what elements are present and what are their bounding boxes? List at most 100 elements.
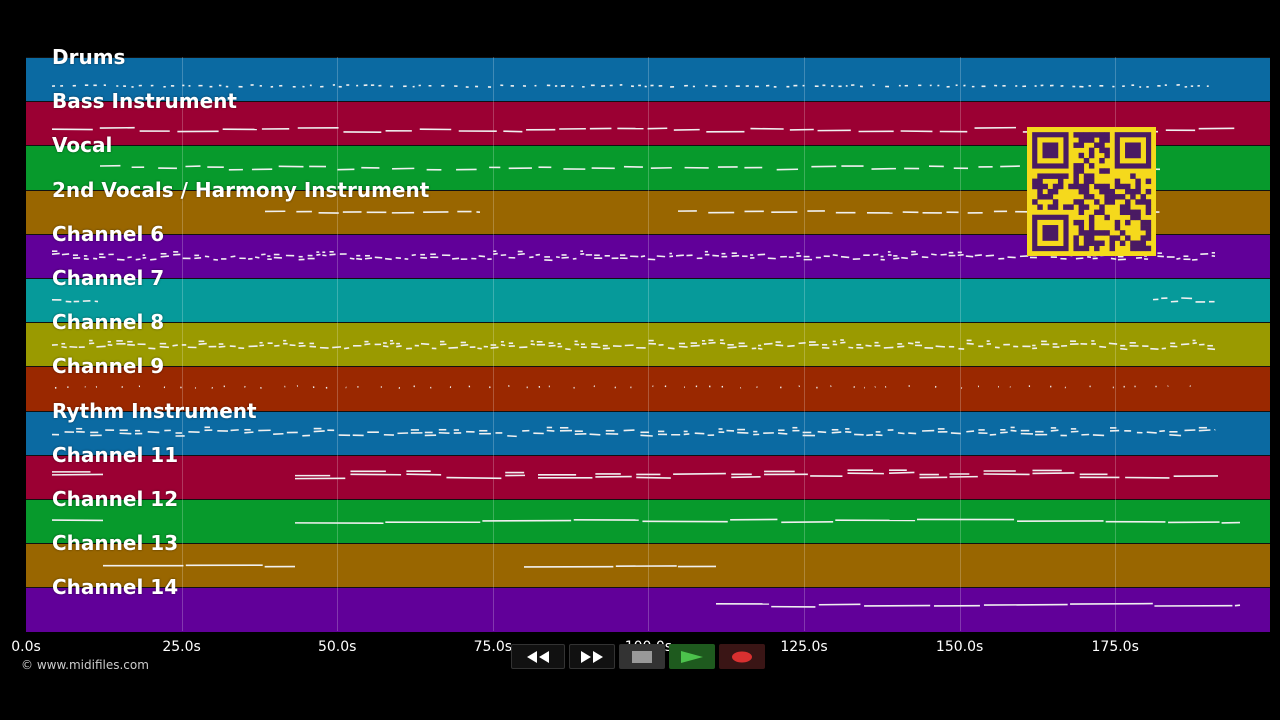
track-label: Channel 13	[52, 531, 179, 555]
note-segment	[61, 253, 70, 256]
note-segment	[935, 345, 946, 348]
note-segment	[51, 252, 60, 255]
note-segment	[1198, 429, 1211, 432]
note-segment	[389, 342, 395, 345]
time-tick-label: 0.0s	[11, 639, 41, 655]
track-lane	[26, 587, 1270, 632]
track-label: Channel 7	[52, 266, 165, 290]
rewind-icon	[527, 650, 549, 663]
record-button[interactable]	[719, 644, 765, 669]
note-segment	[897, 432, 905, 435]
note-segment	[778, 432, 788, 435]
note-segment	[1207, 347, 1216, 351]
note-segment	[848, 346, 854, 349]
track-label: Channel 8	[52, 310, 165, 334]
note-segment	[147, 431, 160, 434]
note-segment	[159, 345, 169, 349]
note-segment	[817, 430, 827, 434]
track-label: Rythm Instrument	[52, 399, 257, 423]
note-segment	[230, 255, 236, 258]
track-label: Channel 11	[52, 443, 179, 467]
note-segment	[507, 435, 517, 438]
rewind-button[interactable]	[511, 644, 565, 669]
play-icon	[681, 650, 703, 663]
note-segment	[316, 253, 321, 256]
note-segment	[374, 256, 383, 259]
play-button[interactable]	[669, 644, 715, 669]
grid-line	[337, 57, 339, 631]
note-segment	[1169, 434, 1182, 437]
note-segment	[517, 253, 525, 256]
note-segment	[840, 341, 846, 344]
transport-controls	[511, 644, 769, 669]
note-segment	[218, 345, 226, 348]
note-segment	[565, 348, 571, 351]
note-segment	[640, 434, 653, 437]
note-segment	[148, 347, 156, 350]
note-segment	[548, 344, 556, 347]
track-lane	[26, 322, 1270, 366]
fast-forward-icon	[581, 650, 603, 663]
note-segment	[446, 476, 502, 480]
note-segment	[1092, 434, 1105, 437]
note-segment	[298, 344, 306, 348]
note-segment	[901, 256, 908, 260]
note-segment	[452, 257, 460, 260]
note-segment	[966, 430, 975, 433]
note-segment	[623, 429, 635, 432]
note-segment	[150, 258, 157, 261]
note-segment	[950, 432, 961, 435]
track-label: Bass Instrument	[52, 89, 237, 113]
note-segment	[349, 257, 355, 260]
note-segment	[673, 472, 726, 476]
copyright-text: © www.midifiles.com	[21, 658, 149, 672]
note-segment	[675, 254, 684, 257]
note-segment	[798, 342, 806, 345]
note-segment	[332, 346, 342, 349]
note-segment	[966, 342, 974, 345]
note-segment	[448, 346, 459, 349]
track-label: Channel 6	[52, 222, 165, 246]
note-segment	[490, 346, 499, 349]
time-tick-label: 150.0s	[935, 639, 984, 655]
time-tick-label: 75.0s	[473, 639, 513, 655]
note-segment	[897, 345, 905, 348]
note-segment	[1159, 429, 1165, 433]
time-tick-label: 50.0s	[317, 639, 357, 655]
note-segment	[589, 433, 601, 436]
note-segment	[1110, 257, 1117, 260]
note-segment	[640, 255, 646, 258]
note-segment	[1010, 429, 1017, 432]
note-segment	[757, 347, 763, 350]
note-segment	[356, 257, 363, 261]
note-segment	[500, 343, 506, 347]
record-icon	[732, 651, 752, 662]
note-segment	[194, 256, 202, 260]
stop-icon	[632, 650, 652, 663]
note-segment	[254, 256, 260, 259]
note-segment	[230, 429, 239, 432]
note-segment	[478, 255, 486, 258]
note-segment	[364, 257, 373, 260]
grid-line	[959, 57, 961, 631]
note-segment	[546, 429, 555, 432]
note-segment	[127, 256, 132, 259]
note-segment	[1146, 431, 1157, 434]
note-segment	[198, 342, 207, 346]
note-segment	[907, 342, 914, 345]
note-segment	[889, 471, 915, 474]
fast-forward-button[interactable]	[569, 644, 615, 669]
note-segment	[840, 255, 850, 259]
qr-code-icon	[1027, 127, 1156, 256]
track-label: Channel 14	[52, 575, 179, 599]
note-segment	[411, 253, 416, 257]
time-tick-label: 175.0s	[1091, 639, 1139, 655]
note-segment	[344, 347, 350, 350]
note-segment	[1176, 257, 1181, 260]
stop-button[interactable]	[619, 644, 665, 669]
note-segment	[873, 253, 879, 256]
note-segment	[96, 345, 106, 348]
note-segment	[160, 255, 170, 258]
note-segment	[135, 258, 141, 261]
